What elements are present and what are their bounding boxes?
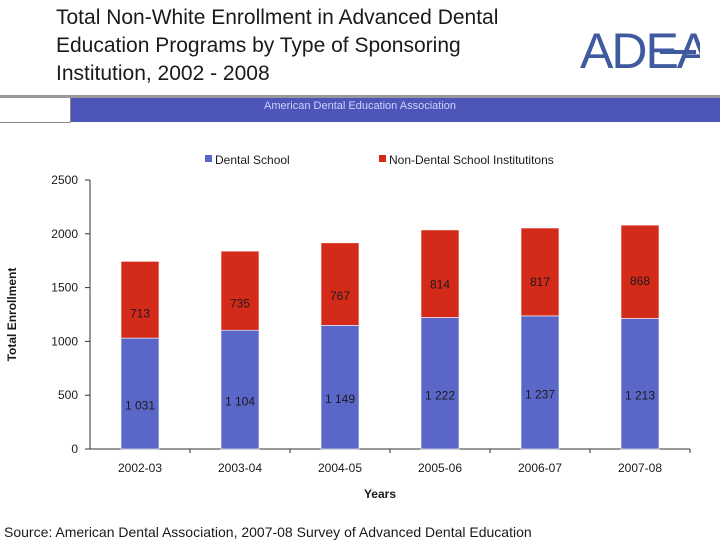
bar-non-dental-school	[220, 250, 260, 331]
data-label-dental-school: 1 237	[525, 387, 555, 401]
data-label-dental-school: 1 213	[625, 389, 655, 403]
x-tick-label: 2002-03	[118, 461, 162, 475]
adea-logo: ADEA	[580, 23, 700, 78]
bar-dental-school	[120, 337, 160, 450]
banner-text: American Dental Education Association	[264, 100, 456, 112]
bar-non-dental-school	[320, 242, 360, 326]
data-label-non-dental-school: 868	[630, 274, 650, 288]
x-tick-label: 2005-06	[418, 461, 462, 475]
data-label-non-dental-school: 817	[530, 275, 550, 289]
banner-bar	[71, 98, 720, 122]
bar-non-dental-school	[420, 229, 460, 318]
bar-non-dental-school	[120, 261, 160, 339]
bar-dental-school	[220, 329, 260, 450]
data-label-non-dental-school: 735	[230, 297, 250, 311]
x-tick-label: 2004-05	[318, 461, 362, 475]
y-axis-title: Total Enrollment	[5, 268, 19, 362]
bar-dental-school	[520, 315, 560, 450]
x-axis-title: Years	[364, 487, 396, 501]
y-tick-label: 1500	[51, 281, 78, 295]
bar-dental-school	[620, 318, 660, 450]
data-label-dental-school: 1 104	[225, 395, 255, 409]
title-rule	[0, 95, 720, 98]
banner-left-block	[0, 98, 71, 123]
bar-dental-school	[320, 325, 360, 450]
slide-title: Total Non-White Enrollment in Advanced D…	[56, 6, 499, 85]
data-label-dental-school: 1 222	[425, 388, 455, 402]
source-note: Source: American Dental Association, 200…	[4, 524, 532, 540]
adea-logo-underline	[660, 50, 696, 54]
y-tick-label: 2500	[51, 173, 78, 187]
bar-non-dental-school	[620, 224, 660, 319]
y-tick-label: 2000	[51, 227, 78, 241]
legend-label-dental-school: Dental School	[215, 153, 290, 167]
data-label-non-dental-school: 713	[130, 307, 150, 321]
x-tick-label: 2006-07	[518, 461, 562, 475]
data-label-dental-school: 1 149	[325, 392, 355, 406]
data-label-non-dental-school: 814	[430, 278, 450, 292]
data-label-dental-school: 1 031	[125, 399, 155, 413]
legend-label-non-dental-school: Non-Dental School Institutitons	[389, 153, 554, 167]
x-tick-label: 2003-04	[218, 461, 262, 475]
y-tick-label: 500	[58, 388, 78, 402]
legend-swatch-non-dental-school	[379, 155, 386, 162]
y-tick-label: 1000	[51, 334, 78, 348]
bar-non-dental-school	[520, 227, 560, 317]
legend-swatch-dental-school	[205, 155, 212, 162]
bar-dental-school	[420, 317, 460, 450]
data-label-non-dental-school: 767	[330, 289, 350, 303]
x-tick-label: 2007-08	[618, 461, 662, 475]
enrollment-chart: 0 500 1000 1500 2000 2500 Total Enrollment Year…	[5, 153, 691, 501]
y-tick-label: 0	[71, 442, 78, 456]
